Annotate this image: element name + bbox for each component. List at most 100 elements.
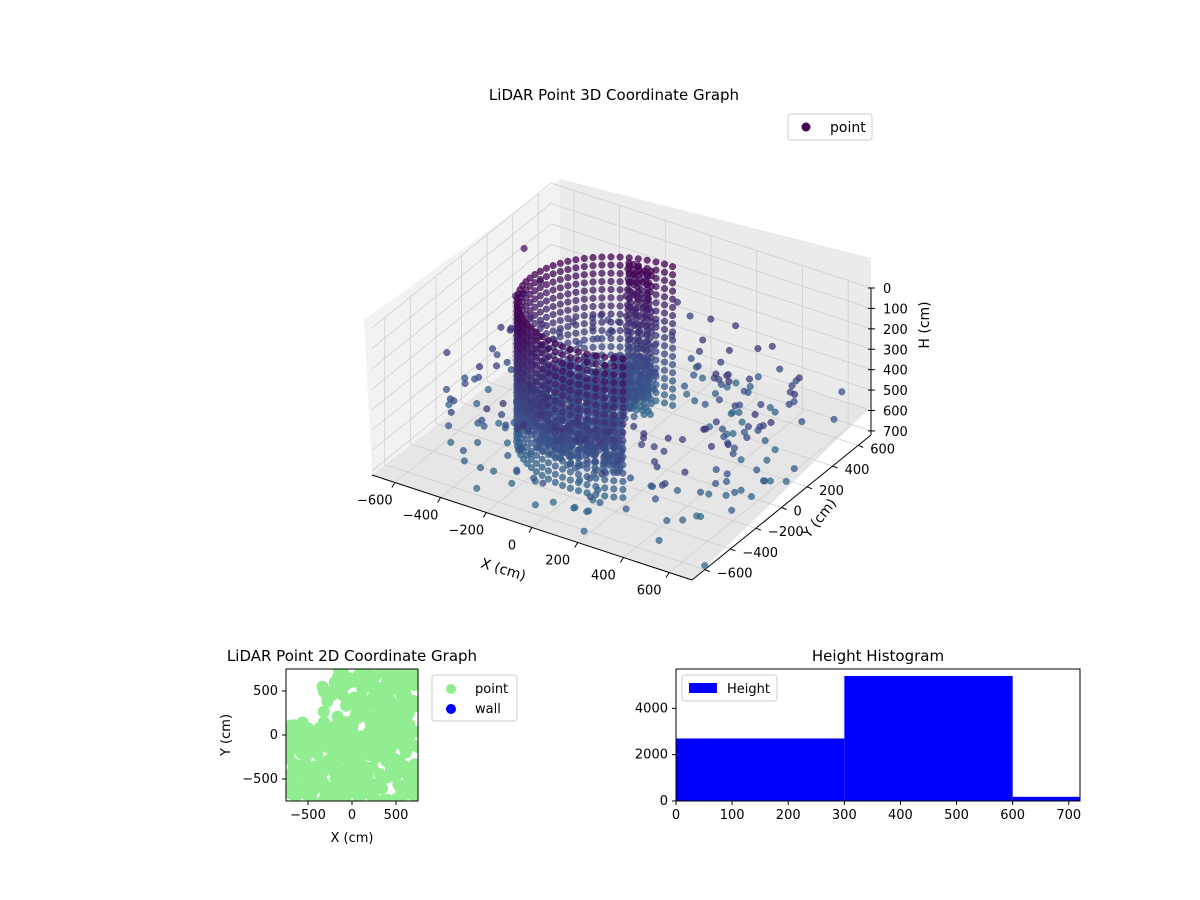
point-marker (528, 456, 536, 464)
point-marker (725, 378, 733, 386)
point-marker (476, 363, 484, 371)
point-marker (610, 387, 618, 395)
point-marker (570, 504, 578, 512)
point-marker (610, 354, 618, 362)
x-tick-label: −500 (290, 808, 326, 823)
point-marker (629, 379, 637, 387)
point-marker (497, 323, 505, 331)
point-marker (286, 729, 293, 742)
point-marker (592, 425, 600, 433)
point-marker (619, 486, 627, 494)
point-marker (637, 286, 645, 294)
point-marker (536, 292, 544, 300)
point-marker (575, 462, 583, 470)
point-marker (549, 303, 557, 311)
plot3d: LiDAR Point 3D Coordinate Graph −600 −400… (357, 86, 933, 599)
point-marker (566, 345, 574, 353)
point-marker (725, 346, 733, 354)
point-marker (661, 325, 669, 333)
point-marker (619, 379, 627, 387)
point-marker (294, 738, 307, 751)
point-marker (601, 386, 609, 394)
point-marker (699, 336, 707, 344)
point-marker (523, 353, 531, 361)
point-marker (362, 737, 375, 750)
histogram-frame (675, 668, 1081, 802)
point-marker (616, 253, 624, 261)
point-marker (640, 354, 648, 362)
point-marker (347, 764, 360, 776)
point-marker (838, 388, 846, 396)
point-marker (616, 310, 624, 318)
point-marker (646, 373, 654, 381)
point-marker (483, 405, 491, 413)
histogram-title: Height Histogram (812, 647, 944, 665)
point-marker (538, 349, 546, 357)
point-marker (631, 321, 639, 329)
point-marker (536, 324, 544, 332)
point-marker (531, 320, 539, 328)
point-marker (566, 362, 574, 370)
point-marker (754, 345, 762, 353)
point-marker (573, 418, 581, 426)
point-marker (366, 711, 379, 724)
point-marker (583, 350, 591, 358)
point-marker (627, 474, 635, 482)
point-marker (673, 486, 681, 494)
point-marker (669, 320, 677, 328)
point-marker (661, 366, 669, 374)
point-marker (317, 705, 330, 718)
point-marker (583, 375, 591, 383)
point-marker (744, 388, 752, 396)
point-marker (355, 689, 368, 702)
point-marker (616, 327, 624, 335)
point-marker (640, 400, 648, 408)
point-marker (647, 267, 655, 275)
point-marker (544, 393, 552, 401)
point-marker (559, 449, 567, 457)
point-marker (610, 411, 618, 419)
point-marker (645, 340, 653, 348)
point-marker (580, 303, 588, 311)
point-marker (533, 386, 541, 394)
point-marker (661, 399, 669, 407)
point-marker (559, 465, 567, 473)
point-marker (598, 310, 606, 318)
point-marker (645, 279, 653, 287)
point-marker (634, 255, 642, 263)
point-marker (559, 441, 567, 449)
point-marker (791, 390, 799, 398)
point-marker (533, 370, 541, 378)
point-marker (632, 305, 640, 313)
point-marker (575, 454, 583, 462)
point-marker (633, 299, 641, 307)
point-marker (580, 527, 588, 535)
point-marker (461, 380, 469, 388)
point-marker (360, 680, 373, 693)
point-marker (669, 385, 677, 393)
point-marker (533, 394, 541, 402)
point-marker (559, 457, 567, 465)
point-marker (536, 284, 544, 292)
point-marker (623, 312, 631, 320)
point-marker (580, 271, 588, 279)
point-marker (542, 305, 550, 313)
point-marker (661, 374, 669, 382)
point-marker (669, 352, 677, 360)
point-marker (542, 289, 550, 297)
point-marker (652, 495, 660, 503)
point-marker (338, 784, 351, 797)
point-marker (652, 258, 660, 266)
point-marker (542, 281, 550, 289)
point-marker (556, 427, 564, 435)
point-marker (292, 768, 304, 781)
point-marker (544, 369, 552, 377)
point-marker (598, 343, 606, 351)
point-marker (646, 362, 654, 370)
point-marker (595, 438, 603, 446)
point-marker (528, 374, 536, 382)
point-marker (523, 362, 531, 370)
point-marker (551, 397, 559, 405)
point-marker (589, 294, 597, 302)
point-marker (592, 474, 600, 482)
